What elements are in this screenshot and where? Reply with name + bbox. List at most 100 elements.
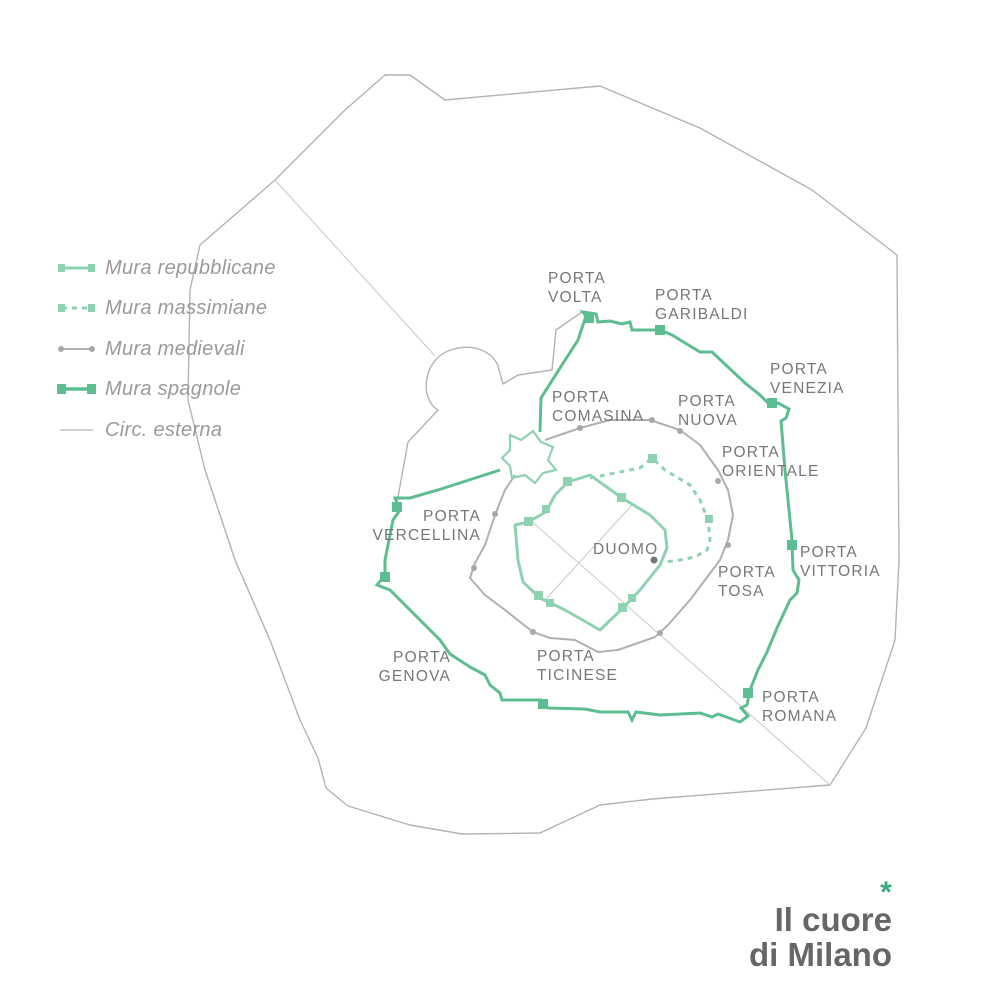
- republican-gate-marker: [534, 591, 543, 600]
- castle-boundary-path: [397, 311, 583, 498]
- gate-label-line: TICINESE: [537, 667, 618, 684]
- gate-label-vercellina: PORTA VERCELLINA: [373, 508, 481, 544]
- spanish-gate-marker: [787, 540, 797, 550]
- gate-label-venezia: PORTA VENEZIA: [770, 361, 845, 397]
- spanish-gate-marker: [392, 502, 402, 512]
- spanish-gate-marker: [538, 699, 548, 709]
- axis-line-main: [529, 519, 831, 786]
- axis-line-north: [274, 179, 436, 357]
- gate-label-nuova: PORTA NUOVA: [678, 393, 738, 429]
- gate-label-line: PORTA: [770, 361, 828, 378]
- title-block: * Il cuore di Milano: [749, 876, 892, 973]
- legend-label: Circ. esterna: [105, 419, 222, 441]
- castle-star-fort: [500, 429, 558, 485]
- spanish-gate-marker: [584, 313, 594, 323]
- gate-label-line: PORTA: [537, 648, 595, 665]
- medieval-dot: [677, 428, 683, 434]
- mura-medievali-path: [469, 419, 734, 653]
- duomo-dot: [650, 556, 658, 564]
- legend-item-mura-repubblicane: Mura repubblicane: [58, 257, 276, 279]
- title-line-2: di Milano: [749, 936, 892, 973]
- gate-label-line: GARIBALDI: [655, 306, 749, 323]
- legend-swatch-marker: [88, 264, 95, 272]
- republican-gate-marker: [524, 517, 533, 526]
- gate-label-line: PORTA: [655, 287, 713, 304]
- gate-label-line: PORTA: [762, 689, 820, 706]
- legend-swatch-marker: [58, 264, 65, 272]
- republican-gate-marker: [542, 505, 550, 513]
- legend-label: Mura massimiane: [105, 297, 267, 319]
- gate-label-volta: PORTA VOLTA: [548, 270, 606, 306]
- gate-label-line: PORTA: [722, 444, 780, 461]
- republican-gate-marker: [546, 599, 554, 607]
- gate-label-line: PORTA: [423, 508, 481, 525]
- axis-line-cross: [544, 504, 633, 601]
- gate-label-line: PORTA: [552, 389, 610, 406]
- spanish-gate-marker: [767, 398, 777, 408]
- legend-label: Mura repubblicane: [105, 257, 276, 279]
- legend-swatch-marker: [58, 304, 65, 312]
- spanish-gate-marker: [743, 688, 753, 698]
- medieval-dot: [715, 478, 721, 484]
- legend-item-mura-medievali: Mura medievali: [58, 338, 245, 360]
- gate-label-line: VITTORIA: [800, 563, 881, 580]
- medieval-dot: [649, 417, 655, 423]
- gate-label-line: TOSA: [718, 583, 765, 600]
- gate-label-line: PORTA: [718, 564, 776, 581]
- mura-spagnole-path: [374, 309, 801, 724]
- medieval-dot: [725, 542, 731, 548]
- title-line-1: Il cuore: [775, 901, 892, 938]
- mura-massimiane-path: [589, 456, 712, 564]
- medieval-gate-dots: [471, 417, 731, 636]
- gate-label-orientale: PORTA ORIENTALE: [722, 444, 820, 480]
- title-asterisk: *: [880, 876, 892, 909]
- spanish-gate-marker: [655, 325, 665, 335]
- duomo-label: DUOMO: [593, 541, 658, 558]
- spanish-gate-marker: [380, 572, 390, 582]
- medieval-dot: [577, 425, 583, 431]
- gate-label-romana: PORTA ROMANA: [762, 689, 837, 725]
- circ-esterna-path: [187, 74, 900, 835]
- medieval-dot: [657, 630, 663, 636]
- gate-label-garibaldi: PORTA GARIBALDI: [655, 287, 749, 323]
- gate-label-comasina: PORTA COMASINA: [552, 389, 644, 425]
- gate-label-vittoria: PORTA VITTORIA: [800, 544, 881, 580]
- gate-label-line: PORTA: [678, 393, 736, 410]
- medieval-dot: [471, 565, 477, 571]
- legend-swatch-marker: [88, 304, 95, 312]
- legend-item-circ-esterna: Circ. esterna: [60, 419, 222, 441]
- legend-swatch-marker: [57, 384, 66, 394]
- gate-label-line: ORIENTALE: [722, 463, 820, 480]
- massimian-gate-marker: [648, 454, 657, 463]
- gate-label-tosa: PORTA TOSA: [718, 564, 776, 600]
- legend-item-mura-massimiane: Mura massimiane: [58, 297, 267, 319]
- gate-label-line: VERCELLINA: [373, 527, 481, 544]
- republican-gate-squares: [524, 477, 636, 612]
- legend-swatch-marker: [58, 346, 64, 352]
- legend-label: Mura spagnole: [105, 378, 241, 400]
- republican-gate-marker: [628, 594, 636, 602]
- gate-label-line: VOLTA: [548, 289, 603, 306]
- gate-label-line: PORTA: [393, 649, 451, 666]
- massimian-gate-marker: [705, 515, 713, 523]
- gate-label-line: GENOVA: [379, 668, 451, 685]
- gate-label-genova: PORTA GENOVA: [379, 649, 451, 685]
- gate-label-line: PORTA: [548, 270, 606, 287]
- republican-gate-marker: [617, 493, 626, 502]
- legend-label: Mura medievali: [105, 338, 245, 360]
- medieval-dot: [492, 511, 498, 517]
- legend-swatch-marker: [89, 346, 95, 352]
- gate-label-line: ROMANA: [762, 708, 837, 725]
- legend-item-mura-spagnole: Mura spagnole: [57, 378, 241, 400]
- legend: Mura repubblicane Mura massimiane Mura m…: [57, 257, 276, 441]
- gate-label-ticinese: PORTA TICINESE: [537, 648, 618, 684]
- gate-label-line: COMASINA: [552, 408, 644, 425]
- medieval-dot: [530, 629, 536, 635]
- republican-gate-marker: [563, 477, 572, 486]
- gate-label-line: NUOVA: [678, 412, 738, 429]
- republican-gate-marker: [618, 603, 627, 612]
- gate-label-line: PORTA: [800, 544, 858, 561]
- gate-label-line: VENEZIA: [770, 380, 845, 397]
- legend-swatch-marker: [87, 384, 96, 394]
